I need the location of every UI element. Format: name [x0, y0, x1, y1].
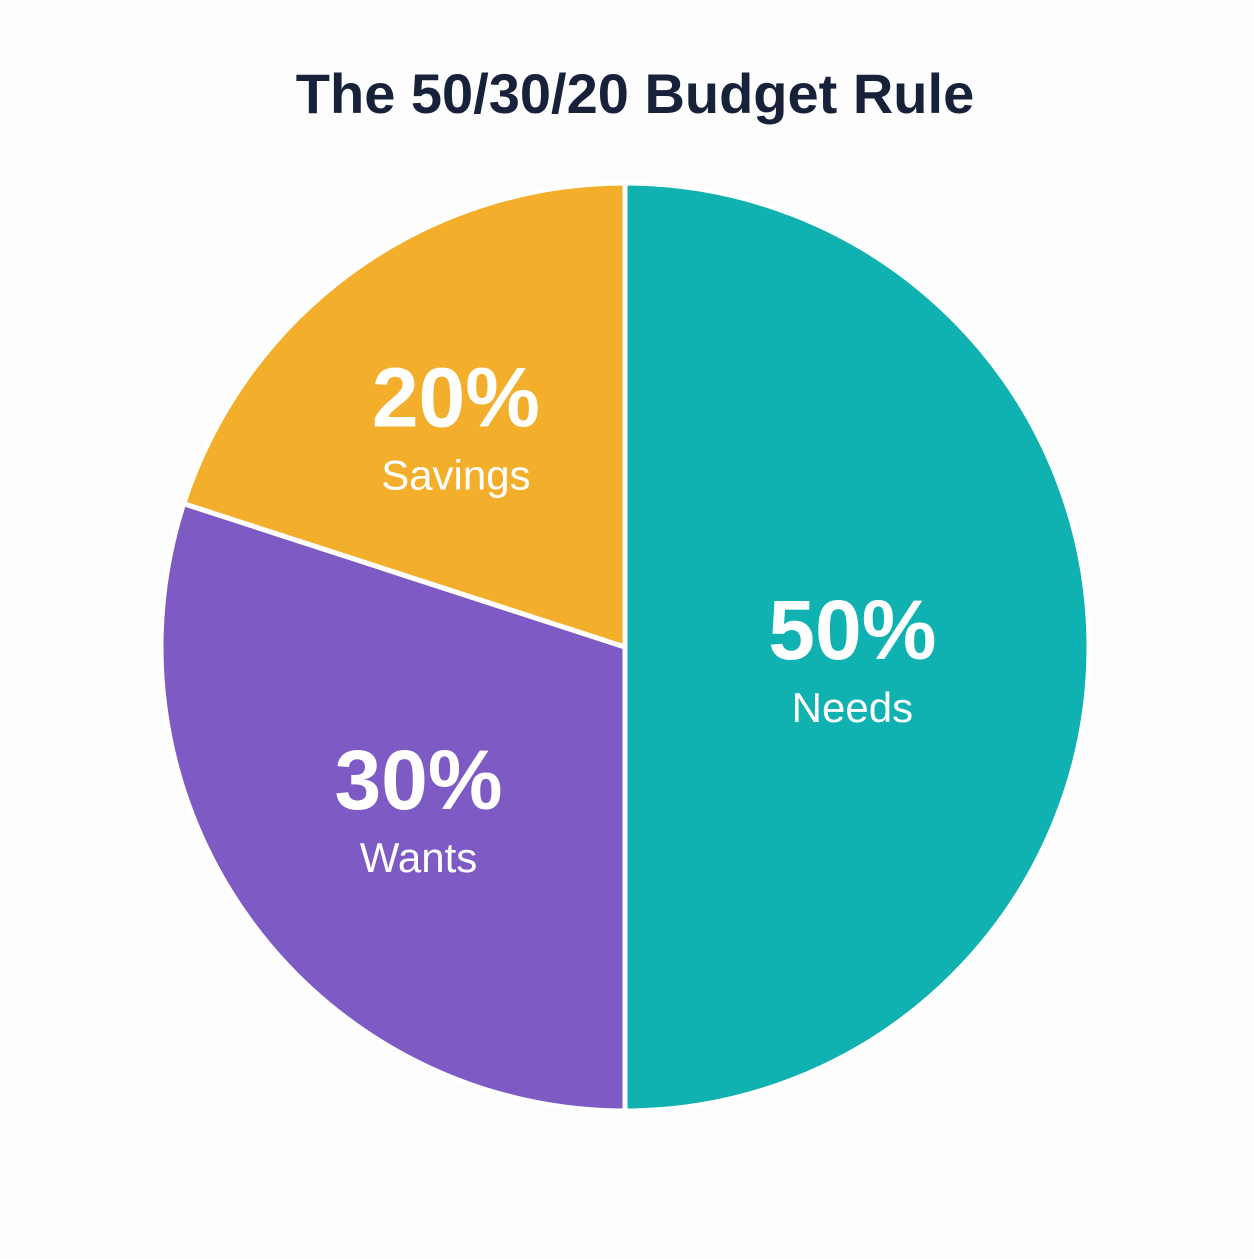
pie-slice: [181, 180, 628, 650]
slice-value-label: 50%: [768, 583, 936, 677]
pie-slice: [158, 501, 628, 1114]
slice-category-label: Needs: [792, 684, 913, 731]
slice-category-label: Savings: [381, 451, 530, 498]
slice-value-label: 30%: [334, 733, 502, 827]
slice-value-label: 20%: [372, 350, 540, 444]
pie-slice: [622, 180, 1092, 1114]
chart-title: The 50/30/20 Budget Rule: [296, 62, 974, 125]
slice-category-label: Wants: [360, 834, 477, 881]
